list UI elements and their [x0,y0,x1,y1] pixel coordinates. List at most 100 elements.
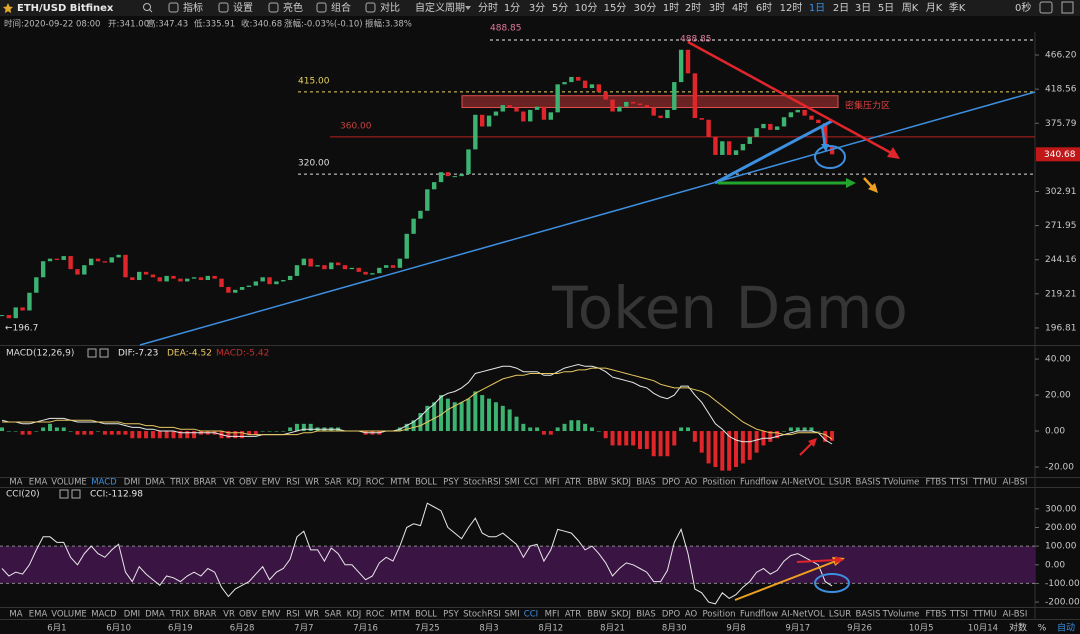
toolbar-button[interactable]: 对比 [380,1,400,14]
indicator-tab[interactable]: BASIS [856,610,881,620]
period-button[interactable]: 6时 [756,2,772,14]
period-button[interactable]: 2日 [833,3,849,14]
indicator-tab[interactable]: BIAS [636,478,656,488]
period-button[interactable]: 30分 [634,2,657,14]
indicator-tab[interactable]: BIAS [636,610,656,620]
period-button[interactable]: 3分 [529,2,545,14]
camera-icon[interactable] [1039,1,1053,14]
period-button[interactable]: 季K [949,2,966,14]
indicator-tab[interactable]: DMI [124,478,140,488]
indicator-tab[interactable]: LSUR [829,478,851,488]
indicator-tab[interactable]: SMI [504,478,519,488]
indicator-tab[interactable]: ROC [366,610,385,620]
indicator-tab[interactable]: SAR [324,610,341,620]
indicator-tab[interactable]: TVolume [882,610,920,620]
indicator-tab[interactable]: DMI [124,610,140,620]
period-button[interactable]: 5日 [878,3,894,14]
indicator-tab[interactable]: VOLUME [51,610,87,620]
indicator-tab[interactable]: AI-NetVOL [781,478,825,488]
indicator-tab[interactable]: ATR [565,610,581,620]
indicator-tab[interactable]: PSY [443,610,460,620]
toolbar-button[interactable]: 组合 [331,1,351,14]
indicator-tab[interactable]: Fundflow [740,610,778,620]
indicator-tab[interactable]: DMA [145,478,165,488]
indicator-tab[interactable]: KDJ [347,610,362,620]
period-button[interactable]: 5分 [552,2,568,14]
period-button[interactable]: 3日 [855,3,871,14]
indicator-tab[interactable]: WR [305,610,319,620]
indicator-tab[interactable]: TRIX [169,610,190,620]
indicator-tab[interactable]: MA [9,478,22,488]
indicator-tab[interactable]: BASIS [856,478,881,488]
period-button[interactable]: 12时 [780,2,803,14]
period-button[interactable]: 10分 [575,2,598,14]
indicator-tab[interactable]: AI-NetVOL [781,610,825,620]
favorite-star[interactable] [3,3,13,13]
indicator-tab[interactable]: DMA [145,610,165,620]
period-button[interactable]: 分时 [478,2,498,14]
indicator-tab[interactable]: TTMU [972,478,997,488]
indicator-tab[interactable]: BBW [587,610,607,620]
period-button[interactable]: 月K [926,2,943,14]
indicator-tab[interactable]: FTBS [925,478,946,488]
indicator-tab[interactable]: OBV [239,610,257,620]
indicator-tab[interactable]: MACD [91,610,117,620]
indicator-tab[interactable]: WR [305,478,319,488]
indicator-tab[interactable]: TRIX [169,478,190,488]
indicator-tab[interactable]: MACD [91,478,117,488]
indicator-tab[interactable]: MTM [390,478,410,488]
indicator-tab[interactable]: AO [685,478,698,488]
indicator-tab[interactable]: SKDJ [611,478,631,488]
indicator-tab[interactable]: Position [702,478,735,488]
indicator-tab[interactable]: CCI [524,610,538,620]
period-button[interactable]: 1时 [663,2,679,14]
indicator-tab[interactable]: FTBS [925,610,946,620]
toolbar-button[interactable]: 设置 [233,2,253,14]
symbol[interactable]: ETH/USD Bitfinex [17,3,114,14]
indicator-tab[interactable]: TTSI [949,610,968,620]
period-button[interactable]: 1日 [809,3,825,14]
indicator-tab[interactable]: EMV [262,610,281,620]
indicator-tab[interactable]: SMI [504,610,519,620]
indicator-tab[interactable]: MFI [545,610,560,620]
period-button[interactable]: 3时 [709,2,725,14]
indicator-tab[interactable]: BBW [587,478,607,488]
scale-option[interactable]: 对数 [1009,622,1027,634]
indicator-tab[interactable]: RSI [286,610,300,620]
indicator-tab[interactable]: BRAR [193,478,216,488]
indicator-tab[interactable]: EMA [29,610,48,620]
indicator-tab[interactable]: BRAR [193,610,216,620]
indicator-tab[interactable]: SAR [324,478,341,488]
indicator-tab[interactable]: MA [9,610,22,620]
period-button[interactable]: 周K [902,2,919,14]
fullscreen-icon[interactable] [1061,1,1074,14]
indicator-tab[interactable]: CCI [524,478,538,488]
period-button[interactable]: 1分 [504,2,520,14]
indicator-tab[interactable]: ATR [565,478,581,488]
indicator-tab[interactable]: PSY [443,478,460,488]
indicator-tab[interactable]: LSUR [829,610,851,620]
indicator-tab[interactable]: KDJ [347,478,362,488]
indicator-tab[interactable]: MTM [390,610,410,620]
indicator-tab[interactable]: Fundflow [740,478,778,488]
indicator-tab[interactable]: TTSI [949,478,968,488]
scale-option[interactable]: % [1038,624,1047,634]
toolbar-button[interactable]: 亮色 [283,1,303,14]
indicator-tab[interactable]: OBV [239,478,257,488]
indicator-tab[interactable]: VR [223,610,235,620]
period-button[interactable]: 15分 [604,2,627,14]
indicator-tab[interactable]: Position [702,610,735,620]
indicator-tab[interactable]: AO [685,610,698,620]
indicator-tab[interactable]: VR [223,478,235,488]
indicator-tab[interactable]: TTMU [972,610,997,620]
indicator-tab[interactable]: StochRSI [463,610,501,620]
indicator-tab[interactable]: BOLL [415,478,437,488]
indicator-tab[interactable]: VOLUME [51,478,87,488]
search-icon[interactable] [143,3,151,11]
indicator-tab[interactable]: RSI [286,478,300,488]
period-button[interactable]: 4时 [732,2,748,14]
indicator-tab[interactable]: AI-BSI [1003,610,1028,620]
indicator-tab[interactable]: TVolume [882,478,920,488]
toolbar-button[interactable]: 自定义周期 [415,1,465,14]
indicator-tab[interactable]: DPO [662,478,681,488]
